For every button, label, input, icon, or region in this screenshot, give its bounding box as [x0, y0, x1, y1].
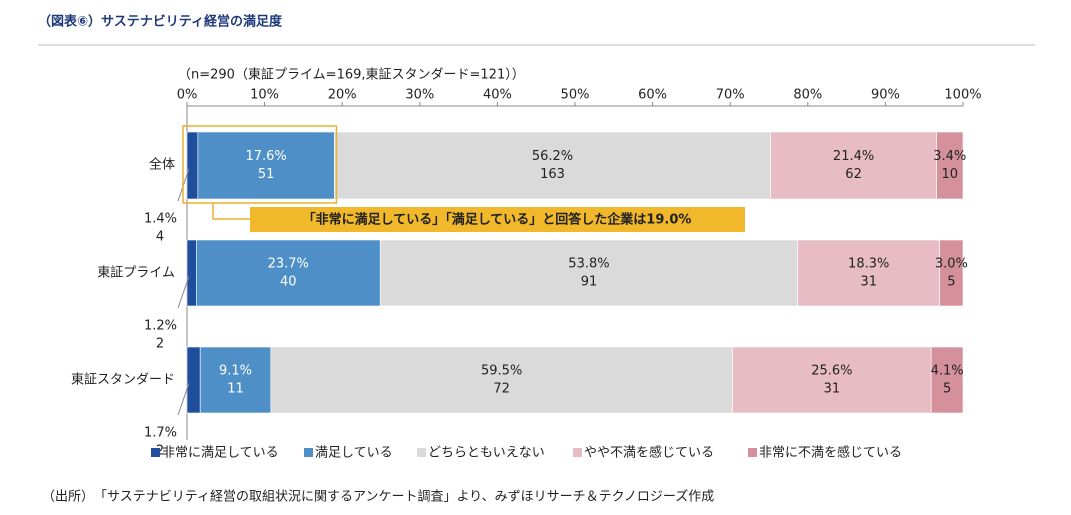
x-tick-label: 100%: [944, 88, 981, 103]
count-label: 51: [258, 167, 275, 182]
bar-segment: [186, 239, 197, 307]
value-label: 53.8%: [568, 257, 609, 272]
count-label: 91: [581, 275, 598, 290]
x-tick-label: 30%: [405, 88, 434, 103]
highlight-box: [182, 125, 338, 204]
value-label: 1.4%: [144, 212, 177, 227]
value-label: 59.5%: [481, 364, 522, 379]
callout-connector: [212, 203, 250, 220]
count-label: 2: [156, 337, 164, 352]
legend-label: 非常に満足している: [162, 446, 279, 461]
bar-segment: [770, 131, 937, 200]
category-label: 全体: [149, 157, 175, 173]
x-tick-label: 80%: [793, 88, 822, 103]
x-tick-label: 90%: [871, 88, 900, 103]
bar-segment: [930, 346, 964, 414]
x-tick-label: 50%: [561, 88, 590, 103]
bar-segment: [936, 131, 964, 200]
bar-segment: [732, 346, 932, 414]
value-label: 9.1%: [219, 364, 252, 379]
value-label: 1.2%: [144, 319, 177, 334]
callout-box: [250, 207, 745, 232]
x-tick-label: 20%: [328, 88, 357, 103]
legend-label: 満足している: [315, 446, 393, 461]
legend-label: やや不満を感じている: [584, 445, 714, 461]
leader-line: [177, 276, 190, 309]
value-label: 4.1%: [931, 364, 964, 379]
x-tick-label: 40%: [483, 88, 512, 103]
legend-swatch: [748, 448, 757, 457]
value-label: 23.7%: [268, 257, 309, 272]
value-label: 25.6%: [811, 364, 852, 379]
value-label: 56.2%: [532, 149, 573, 164]
legend-label: どちらともいえない: [428, 446, 545, 461]
source: （出所） 「サステナビリティ経営の取組状況に関するアンケート調査」より、みずほリ…: [42, 489, 714, 505]
legend-swatch: [304, 448, 313, 457]
bar-segment: [797, 239, 941, 307]
x-tick-label: 0%: [177, 88, 198, 103]
leader-line: [177, 383, 190, 416]
category-label: 東証プライム: [97, 265, 175, 281]
value-label: 1.7%: [144, 426, 177, 441]
count-label: 5: [943, 382, 951, 397]
x-tick-label: 10%: [250, 88, 279, 103]
value-label: 18.3%: [848, 257, 889, 272]
x-tick-label: 70%: [716, 88, 745, 103]
count-label: 31: [824, 382, 841, 397]
x-tick-label: 60%: [638, 88, 667, 103]
legend-swatch: [417, 448, 426, 457]
count-label: 31: [860, 275, 877, 290]
value-label: 21.4%: [833, 149, 874, 164]
legend-swatch: [573, 448, 582, 457]
legend-label: 非常に不満を感じている: [759, 445, 902, 461]
count-label: 10: [942, 167, 959, 182]
bar-segment: [197, 131, 335, 200]
count-label: 11: [227, 382, 244, 397]
category-label: 東証スタンダード: [71, 372, 175, 388]
count-label: 5: [947, 275, 955, 290]
count-label: 62: [845, 167, 862, 182]
value-label: 3.0%: [935, 257, 968, 272]
count-label: 72: [493, 382, 510, 397]
chart-title: （図表⑥）サステナビリティ経営の満足度: [38, 14, 283, 30]
count-label: 40: [280, 275, 297, 290]
count-label: 4: [156, 230, 164, 245]
count-label: 163: [540, 167, 565, 182]
bar-segment: [186, 346, 201, 414]
annotation: 「非常に満足している」「満足している」と回答した企業は19.0%: [303, 212, 692, 228]
bar-segment: [270, 346, 733, 414]
bar-segment: [334, 131, 771, 200]
legend-swatch: [151, 448, 160, 457]
bar-segment: [939, 239, 964, 307]
subtitle: （n=290（東証プライム=169,東証スタンダード=121））: [178, 67, 525, 83]
bar-segment: [186, 131, 199, 200]
bar-segment: [379, 239, 799, 307]
bar-segment: [199, 346, 272, 414]
bar-segment: [196, 239, 381, 307]
value-label: 3.4%: [933, 149, 966, 164]
value-label: 17.6%: [245, 149, 286, 164]
